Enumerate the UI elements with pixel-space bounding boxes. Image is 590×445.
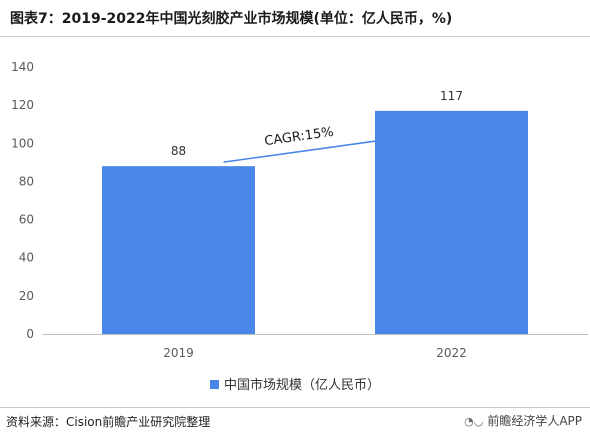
bar-2022 [375,110,528,334]
bar-2019 [102,166,255,334]
x-tick-label: 2019 [163,346,194,360]
y-tick-label: 120 [11,98,34,112]
x-tick-label: 2022 [436,346,467,360]
cagr-annotation: CAGR:15% [263,125,334,149]
footer-divider [0,407,590,408]
chart-legend: 中国市场规模（亿人民币） [0,374,590,393]
app-watermark: ◔◡ 前瞻经济学人APP [464,412,582,429]
wechat-icon: ◔◡ [464,415,484,428]
cagr-arrow [223,134,393,163]
y-tick-label: 0 [26,327,34,341]
y-tick-label: 80 [19,174,34,188]
source-note: 资料来源：Cision前瞻产业研究院整理 [6,415,211,429]
y-tick-label: 60 [19,213,34,227]
y-tick-label: 100 [11,136,34,150]
chart-title: 图表7：2019-2022年中国光刻胶产业市场规模(单位：亿人民币，%) [10,11,453,27]
data-label: 88 [171,144,186,158]
y-tick-label: 20 [19,289,34,303]
data-label: 117 [440,89,463,103]
y-tick-label: 40 [19,251,34,265]
title-divider [0,36,590,37]
app-name: 前瞻经济学人APP [487,414,582,428]
y-tick-label: 140 [11,60,34,74]
legend-label: 中国市场规模（亿人民币） [223,378,380,393]
legend-swatch [209,380,219,389]
